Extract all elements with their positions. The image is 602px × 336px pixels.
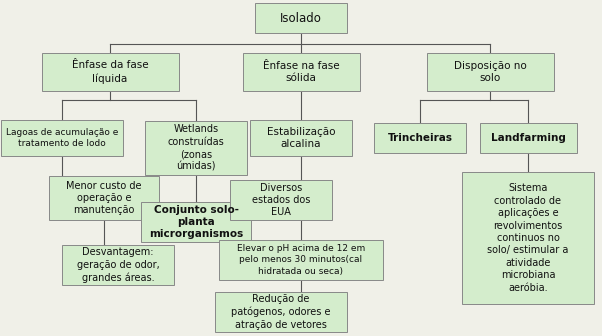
Text: Trincheiras: Trincheiras	[388, 133, 453, 143]
FancyBboxPatch shape	[426, 53, 553, 91]
Text: Ênfase da fase
líquida: Ênfase da fase líquida	[72, 60, 148, 84]
Text: Ênfase na fase
sólida: Ênfase na fase sólida	[262, 61, 340, 83]
FancyBboxPatch shape	[219, 240, 383, 280]
Text: Redução de
patógenos, odores e
atração de vetores: Redução de patógenos, odores e atração d…	[231, 294, 330, 330]
Text: Sistema
controlado de
aplicações e
revolvimentos
continuos no
solo/ estimular a
: Sistema controlado de aplicações e revol…	[487, 183, 569, 293]
FancyBboxPatch shape	[215, 292, 347, 332]
FancyBboxPatch shape	[374, 123, 466, 153]
Text: Disposição no
solo: Disposição no solo	[454, 61, 526, 83]
Text: Elevar o pH acima de 12 em
pelo menos 30 minutos(cal
hidratada ou seca): Elevar o pH acima de 12 em pelo menos 30…	[237, 244, 365, 276]
Text: Menor custo de
operação e
manutenção: Menor custo de operação e manutenção	[66, 181, 141, 215]
FancyBboxPatch shape	[255, 3, 347, 33]
FancyBboxPatch shape	[462, 172, 594, 304]
Text: Estabilização
alcalina: Estabilização alcalina	[267, 127, 335, 149]
Text: Desvantagem:
geração de odor,
grandes áreas.: Desvantagem: geração de odor, grandes ár…	[76, 247, 160, 283]
Text: Conjunto solo-
planta
microrganismos: Conjunto solo- planta microrganismos	[149, 205, 243, 239]
Text: Isolado: Isolado	[280, 11, 322, 25]
FancyBboxPatch shape	[141, 202, 251, 242]
Text: Diversos
estados dos
EUA: Diversos estados dos EUA	[252, 182, 310, 217]
Text: Landfarming: Landfarming	[491, 133, 565, 143]
Text: Lagoas de acumulação e
tratamento de lodo: Lagoas de acumulação e tratamento de lod…	[6, 128, 118, 148]
FancyBboxPatch shape	[480, 123, 577, 153]
FancyBboxPatch shape	[62, 245, 174, 285]
Text: Wetlands
construídas
(zonas
úmidas): Wetlands construídas (zonas úmidas)	[167, 124, 225, 172]
FancyBboxPatch shape	[1, 120, 123, 156]
FancyBboxPatch shape	[250, 120, 352, 156]
FancyBboxPatch shape	[145, 121, 247, 175]
FancyBboxPatch shape	[49, 176, 159, 220]
FancyBboxPatch shape	[243, 53, 359, 91]
FancyBboxPatch shape	[230, 180, 332, 220]
FancyBboxPatch shape	[42, 53, 179, 91]
